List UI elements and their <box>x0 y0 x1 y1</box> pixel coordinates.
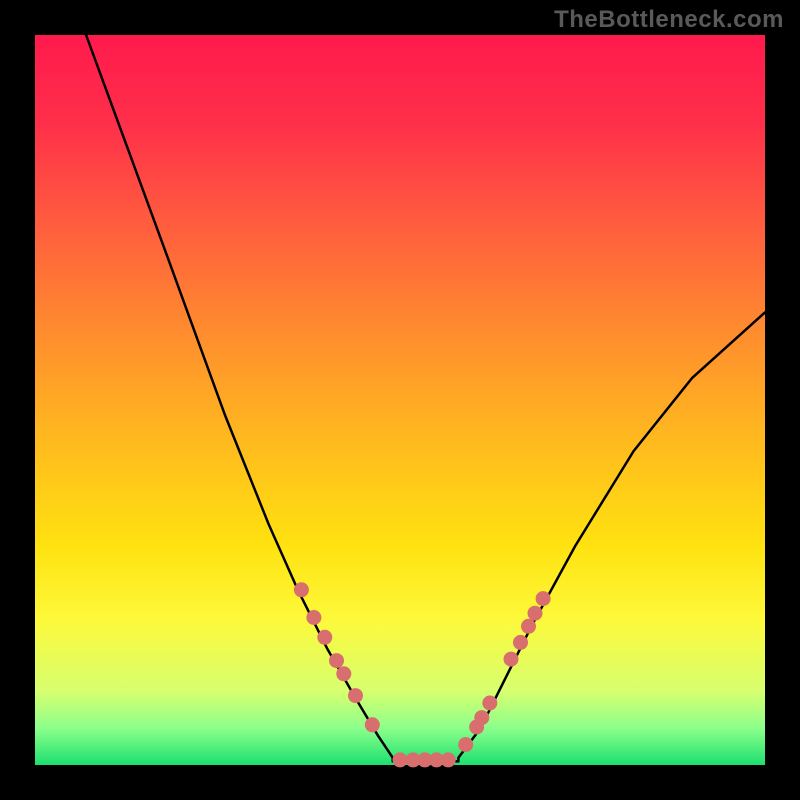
marker-point <box>307 611 321 625</box>
marker-point <box>318 630 332 644</box>
marker-point <box>504 652 518 666</box>
bottleneck-chart <box>0 0 800 800</box>
marker-point <box>459 738 473 752</box>
marker-point <box>514 635 528 649</box>
marker-point <box>393 753 407 767</box>
marker-point <box>365 718 379 732</box>
marker-point <box>528 606 542 620</box>
watermark-text: TheBottleneck.com <box>554 6 784 34</box>
marker-point <box>294 583 308 597</box>
marker-point <box>337 667 351 681</box>
marker-point <box>441 753 455 767</box>
marker-point <box>330 654 344 668</box>
plot-background <box>35 35 765 765</box>
marker-point <box>475 711 489 725</box>
marker-point <box>483 696 497 710</box>
marker-point <box>349 689 363 703</box>
marker-point <box>522 619 536 633</box>
marker-point <box>536 592 550 606</box>
